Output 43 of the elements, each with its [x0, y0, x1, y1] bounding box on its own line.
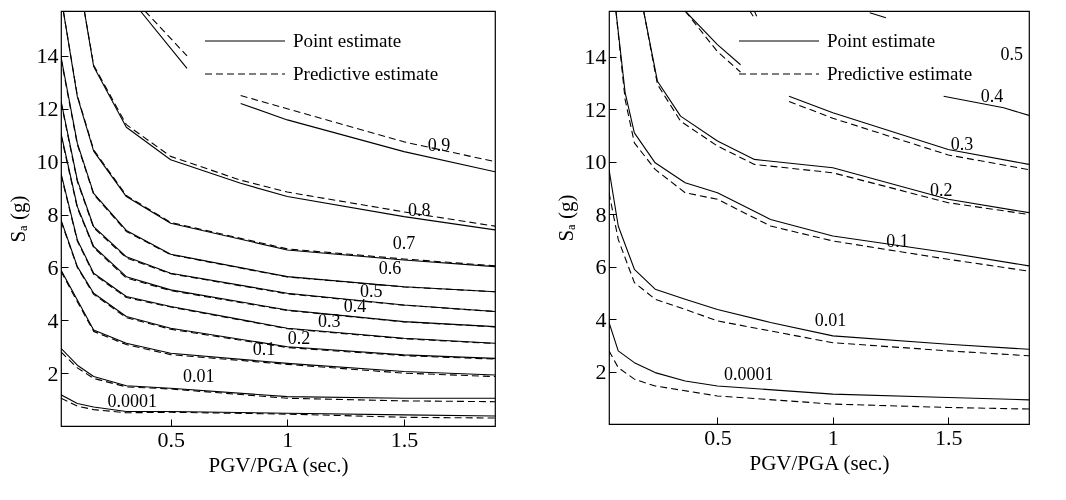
- y-tick-label: 6: [595, 254, 607, 280]
- y-tick-label: 6: [47, 254, 59, 280]
- y-tick-label: 14: [36, 43, 59, 69]
- legend-label: Point estimate: [827, 30, 936, 51]
- x-tick-label: 1: [827, 424, 839, 450]
- annotation: 0.0001: [107, 391, 157, 412]
- legend-label: Predictive estimate: [827, 63, 973, 84]
- y-tick-label: 2: [595, 359, 607, 385]
- x-axis-title: PGV/PGA (sec.): [208, 452, 349, 477]
- annotation: 0.1: [252, 339, 276, 360]
- y-tick-label: 12: [584, 96, 607, 122]
- annotation: 0.5: [1000, 44, 1023, 64]
- x-tick-label: 0.5: [157, 426, 185, 452]
- annotation: 0.6: [378, 257, 402, 278]
- x-axis-title: PGV/PGA (sec.): [749, 450, 890, 475]
- annotation: 0.01: [182, 366, 215, 387]
- x-tick-label: 0.5: [704, 424, 732, 450]
- x-tick-label: 1.5: [390, 426, 419, 452]
- y-tick-label: 4: [47, 307, 59, 333]
- y-tick-label: 4: [595, 306, 607, 332]
- y-tick-label: 8: [595, 201, 607, 227]
- annotation: 0.01: [814, 309, 847, 330]
- annotation: 0.4: [980, 85, 1004, 106]
- annotation: 0.8: [407, 199, 431, 220]
- x-tick-label: 1: [282, 426, 294, 452]
- annotation: 0.2: [930, 180, 953, 201]
- legend-label: Predictive estimate: [293, 63, 439, 84]
- annotation: 0.9: [427, 134, 451, 155]
- annotation: 0.3: [950, 134, 974, 155]
- annotation: 0.7: [392, 232, 416, 253]
- y-tick-label: 8: [47, 202, 59, 228]
- y-axis-title: Sₐ (g): [553, 194, 578, 242]
- annotation: 0.0001: [724, 363, 774, 384]
- y-axis-title: Sₐ (g): [5, 195, 30, 243]
- y-tick-label: 14: [584, 44, 607, 70]
- y-tick-label: 2: [47, 360, 59, 386]
- annotation: 0.2: [287, 327, 311, 348]
- y-tick-label: 10: [584, 149, 607, 175]
- x-tick-label: 1.5: [934, 424, 963, 450]
- legend-label: Point estimate: [293, 30, 402, 51]
- y-tick-label: 12: [36, 96, 59, 122]
- y-tick-label: 10: [36, 149, 59, 175]
- annotation: 0.3: [318, 311, 341, 332]
